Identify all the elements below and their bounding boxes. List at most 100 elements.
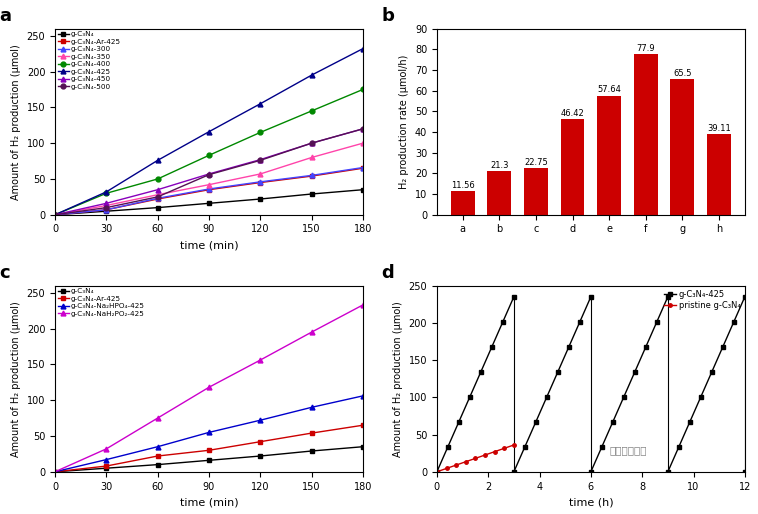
- g-C₃N₄: [307, 448, 316, 454]
- Bar: [707, 134, 731, 215]
- X-axis label: time (h): time (h): [568, 497, 613, 507]
- g-C₃N₄-400: [359, 86, 368, 93]
- Bar: [597, 96, 621, 215]
- Y-axis label: Amount of H₂ production (μmol): Amount of H₂ production (μmol): [11, 44, 21, 199]
- Text: b: b: [381, 7, 394, 25]
- g-C₃N₄: [255, 196, 265, 202]
- g-C₃N₄-400: [205, 152, 214, 158]
- Line: g-C₃N₄: g-C₃N₄: [52, 444, 365, 474]
- g-C₃N₄-Na₂HPO₄-425: [51, 469, 60, 475]
- Bar: [451, 191, 475, 215]
- g-C₃N₄-300: [153, 195, 162, 201]
- g-C₃N₄-NaH₂PO₂-425: [51, 469, 60, 475]
- g-C₃N₄-NaH₂PO₂-425: [307, 329, 316, 335]
- g-C₃N₄-450: [307, 140, 316, 146]
- g-C₃N₄-Ar-425: [255, 438, 265, 445]
- g-C₃N₄-400: [255, 130, 265, 136]
- g-C₃N₄: [102, 208, 111, 214]
- g-C₃N₄-350: [51, 212, 60, 218]
- X-axis label: time (min): time (min): [180, 497, 238, 507]
- g-C₃N₄-425: [432, 469, 441, 475]
- g-C₃N₄-Na₂HPO₄-425: [307, 404, 316, 410]
- Text: 21.3: 21.3: [490, 161, 509, 170]
- Text: 39.11: 39.11: [707, 124, 731, 133]
- g-C₃N₄-300: [359, 164, 368, 171]
- g-C₃N₄-500: [255, 157, 265, 163]
- pristine g-C₃N₄: [481, 452, 490, 458]
- g-C₃N₄: [205, 457, 214, 464]
- Text: 11.56: 11.56: [451, 181, 475, 190]
- g-C₃N₄-NaH₂PO₂-425: [359, 302, 368, 308]
- Bar: [487, 171, 512, 215]
- Bar: [561, 119, 584, 215]
- Text: d: d: [381, 264, 394, 282]
- g-C₃N₄-350: [255, 171, 265, 177]
- pristine g-C₃N₄: [509, 442, 518, 448]
- g-C₃N₄-425: [359, 46, 368, 52]
- g-C₃N₄-425: [153, 157, 162, 163]
- g-C₃N₄-425: [509, 293, 518, 300]
- pristine g-C₃N₄: [442, 465, 451, 471]
- g-C₃N₄-NaH₂PO₂-425: [153, 415, 162, 421]
- g-C₃N₄-450: [359, 126, 368, 132]
- Line: g-C₃N₄-Ar-425: g-C₃N₄-Ar-425: [52, 423, 365, 474]
- g-C₃N₄-425: [102, 189, 111, 195]
- g-C₃N₄-Ar-425: [102, 207, 111, 213]
- g-C₃N₄: [51, 212, 60, 218]
- Line: g-C₃N₄-400: g-C₃N₄-400: [52, 87, 365, 217]
- g-C₃N₄: [359, 444, 368, 450]
- g-C₃N₄-425: [465, 394, 475, 400]
- pristine g-C₃N₄: [471, 455, 480, 462]
- g-C₃N₄-500: [359, 126, 368, 132]
- g-C₃N₄-500: [51, 212, 60, 218]
- g-C₃N₄-425: [443, 444, 453, 450]
- g-C₃N₄-Na₂HPO₄-425: [359, 393, 368, 399]
- g-C₃N₄: [102, 465, 111, 471]
- Line: g-C₃N₄-350: g-C₃N₄-350: [52, 141, 365, 217]
- Text: 65.5: 65.5: [673, 69, 691, 78]
- g-C₃N₄-350: [153, 192, 162, 198]
- g-C₃N₄-300: [205, 186, 214, 192]
- Line: g-C₃N₄-300: g-C₃N₄-300: [52, 165, 365, 217]
- Y-axis label: H₂ production rate (μmol/h): H₂ production rate (μmol/h): [399, 54, 409, 189]
- g-C₃N₄-Na₂HPO₄-425: [102, 456, 111, 463]
- Line: g-C₃N₄-500: g-C₃N₄-500: [52, 126, 365, 217]
- Text: 77.9: 77.9: [637, 44, 655, 52]
- Line: pristine g-C₃N₄: pristine g-C₃N₄: [435, 443, 515, 473]
- g-C₃N₄-350: [307, 154, 316, 160]
- g-C₃N₄-Na₂HPO₄-425: [153, 444, 162, 450]
- Text: c: c: [0, 264, 10, 282]
- g-C₃N₄-Ar-425: [205, 187, 214, 193]
- g-C₃N₄: [205, 200, 214, 207]
- Y-axis label: Amount of H₂ production (μmol): Amount of H₂ production (μmol): [11, 301, 21, 456]
- g-C₃N₄-425: [476, 369, 485, 375]
- Y-axis label: Amount of H₂ production (μmol): Amount of H₂ production (μmol): [393, 301, 403, 456]
- Bar: [671, 79, 694, 215]
- g-C₃N₄-400: [51, 212, 60, 218]
- g-C₃N₄: [307, 191, 316, 197]
- g-C₃N₄-425: [307, 72, 316, 78]
- Text: a: a: [0, 7, 11, 25]
- Bar: [524, 168, 548, 215]
- X-axis label: time (min): time (min): [180, 240, 238, 250]
- g-C₃N₄-450: [153, 187, 162, 193]
- g-C₃N₄-Ar-425: [307, 173, 316, 179]
- g-C₃N₄-400: [102, 190, 111, 196]
- g-C₃N₄-Ar-425: [359, 165, 368, 171]
- pristine g-C₃N₄: [490, 449, 500, 455]
- g-C₃N₄-300: [51, 212, 60, 218]
- g-C₃N₄-300: [102, 207, 111, 213]
- g-C₃N₄-425: [454, 419, 463, 425]
- Legend: g-C₃N₄-425, pristine g-C₃N₄: g-C₃N₄-425, pristine g-C₃N₄: [663, 289, 741, 310]
- g-C₃N₄-450: [255, 157, 265, 163]
- Text: 能源环境側化: 能源环境側化: [609, 445, 647, 455]
- Line: g-C₃N₄-NaH₂PO₂-425: g-C₃N₄-NaH₂PO₂-425: [52, 302, 365, 474]
- g-C₃N₄-500: [153, 194, 162, 200]
- g-C₃N₄-Ar-425: [153, 453, 162, 459]
- Line: g-C₃N₄-Ar-425: g-C₃N₄-Ar-425: [52, 166, 365, 217]
- g-C₃N₄-NaH₂PO₂-425: [205, 384, 214, 390]
- g-C₃N₄-NaH₂PO₂-425: [255, 357, 265, 363]
- g-C₃N₄-450: [102, 200, 111, 207]
- pristine g-C₃N₄: [461, 458, 470, 465]
- pristine g-C₃N₄: [452, 462, 461, 468]
